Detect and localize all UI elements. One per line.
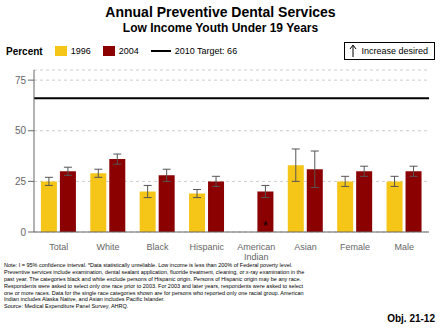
svg-text:AmericanIndian: AmericanIndian <box>237 242 275 262</box>
svg-text:Asian: Asian <box>294 242 317 252</box>
svg-text:Total: Total <box>49 242 68 252</box>
html-text:1996: 1996 <box>70 46 91 56</box>
svg-text:Black: Black <box>146 242 169 252</box>
html-text:Annual Preventive Dental Servi: Annual Preventive Dental Services <box>105 4 336 20</box>
html-text:Note: I = 95% confidence inter: Note: I = 95% confidence interval. *Data… <box>4 262 305 310</box>
html-text:Increase desired: Increase desired <box>361 46 428 56</box>
html-text:Low Income Youth Under 19 Year: Low Income Youth Under 19 Years <box>122 21 319 35</box>
svg-text:*: * <box>263 219 268 232</box>
svg-text:25: 25 <box>15 176 27 187</box>
svg-text:Male: Male <box>395 242 415 252</box>
html-text:Percent: Percent <box>6 45 43 57</box>
svg-text:75: 75 <box>15 75 27 86</box>
html-text:Obj. 21-12: Obj. 21-12 <box>387 313 435 324</box>
svg-text:0: 0 <box>20 227 26 238</box>
html-text:2010 Target: 66: 2010 Target: 66 <box>174 46 238 56</box>
svg-text:Hispanic: Hispanic <box>190 242 225 252</box>
svg-text:White: White <box>97 242 120 252</box>
svg-text:50: 50 <box>15 125 27 136</box>
svg-text:Female: Female <box>340 242 370 252</box>
html-text:2004: 2004 <box>118 46 139 56</box>
